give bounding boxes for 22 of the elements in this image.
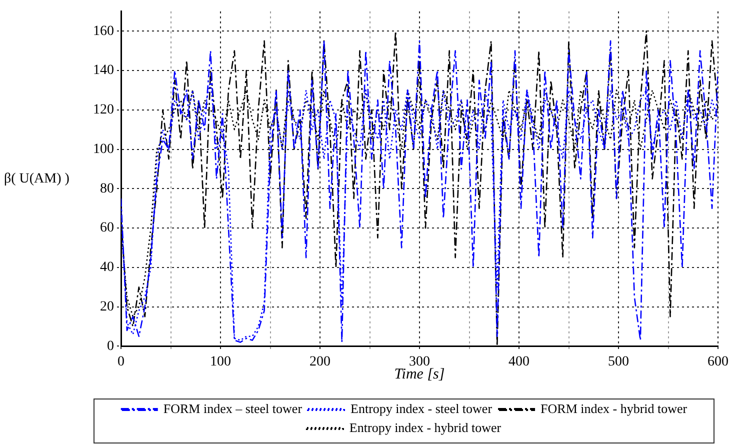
legend-label: Entropy index - steel tower [350, 400, 493, 416]
x-tick-label: 0 [118, 354, 124, 370]
legend-label: FORM index – steel tower [163, 400, 303, 416]
x-tick-label: 500 [608, 354, 629, 370]
x-tick-label: 100 [210, 354, 231, 370]
x-tick-label: 300 [409, 354, 430, 370]
y-tick-label: 100 [93, 142, 114, 157]
legend-label: FORM index - hybrid tower [540, 400, 688, 416]
y-tick-label: 140 [93, 63, 114, 78]
x-tick-label: 400 [508, 354, 530, 370]
y-tick-label: 120 [93, 102, 114, 118]
legend-label: Entropy index - hybrid tower [349, 420, 502, 435]
y-tick-label: 80 [100, 181, 114, 196]
y-axis-title: β( U(AM) ) [4, 171, 70, 186]
x-tick-label: 200 [310, 354, 330, 370]
y-tick-label: 20 [100, 299, 114, 314]
y-tick-label: 60 [100, 220, 114, 236]
y-tick-label: 0 [107, 338, 114, 354]
x-axis-title: Time [s] [394, 366, 445, 383]
x-tick-label: 600 [708, 354, 728, 370]
y-tick-label: 160 [93, 24, 114, 39]
y-tick-label: 40 [100, 260, 114, 276]
